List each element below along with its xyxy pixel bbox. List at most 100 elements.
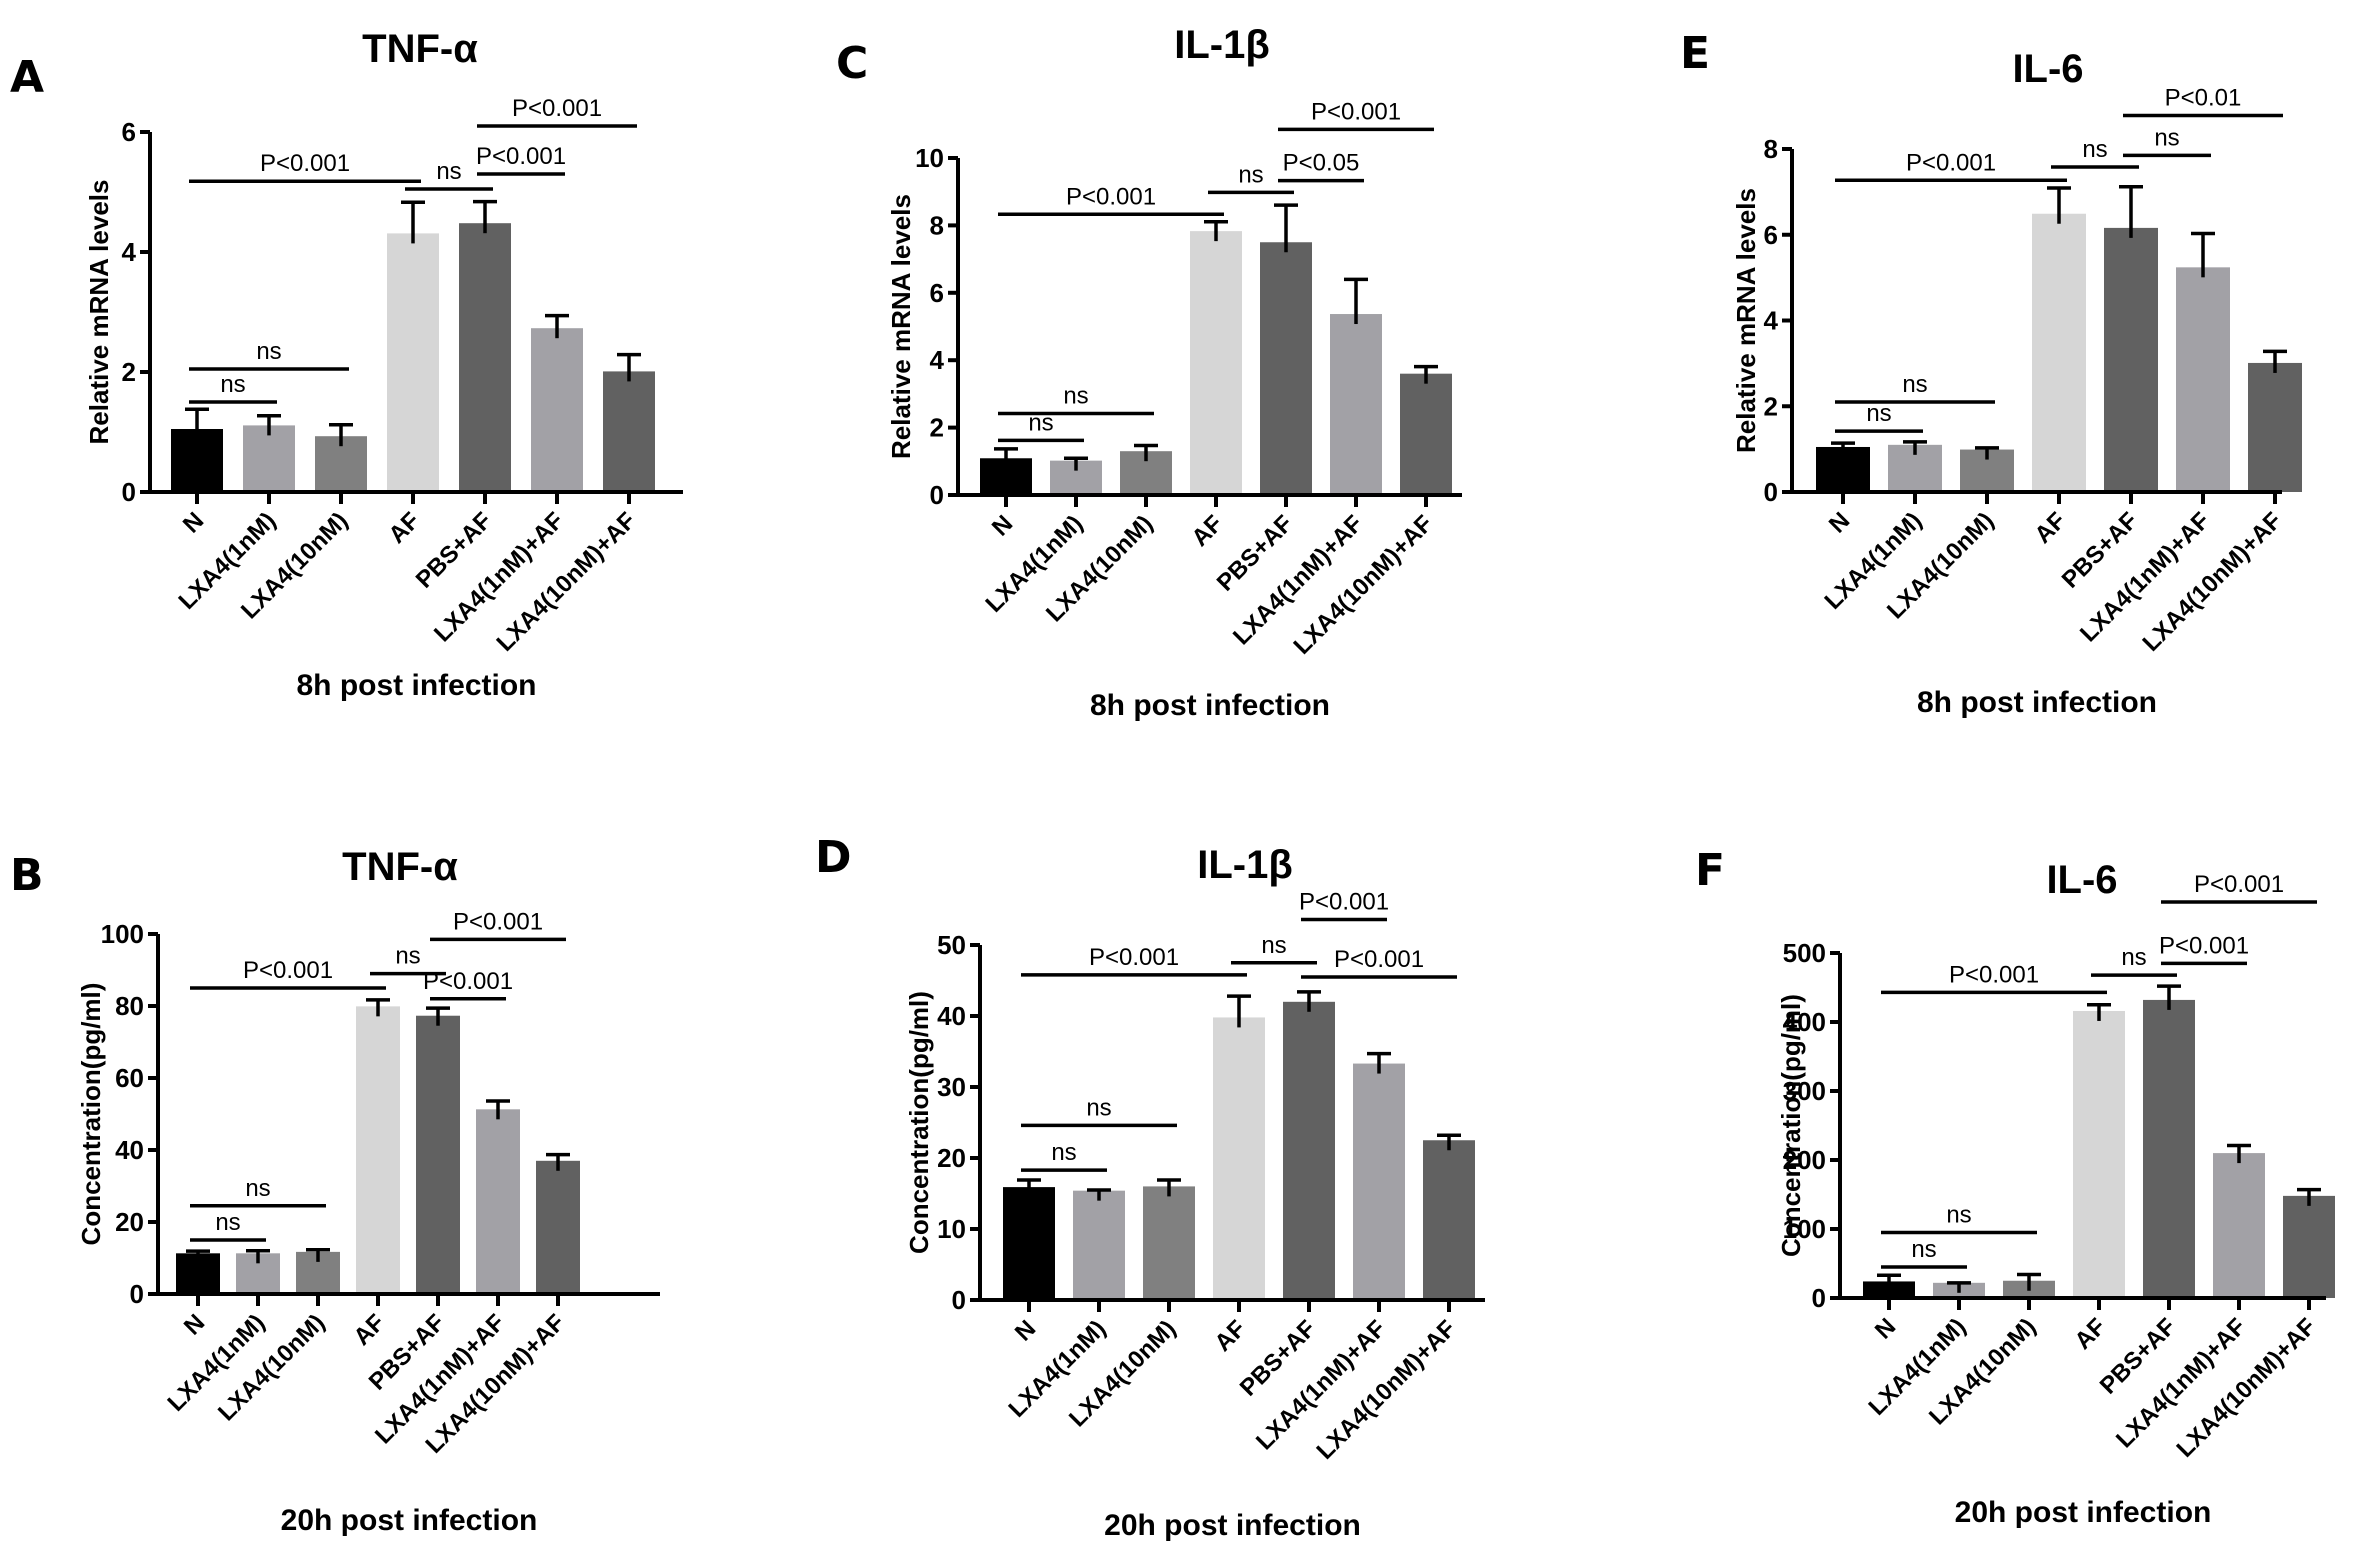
- significance-label: ns: [1238, 161, 1263, 188]
- bar: [1423, 1140, 1475, 1300]
- significance-label: P<0.001: [2159, 932, 2249, 959]
- panel-c: C IL-1β Relative mRNA levels 0 2 4 6 8 10 N LXA4(1…: [836, 23, 1462, 722]
- y-tick-label: 100: [1783, 1214, 1826, 1244]
- x-tick-label: LXA4(1nM)+AF: [2075, 507, 2215, 647]
- bar: [2213, 1153, 2265, 1298]
- significance-label: P<0.001: [453, 908, 543, 935]
- y-tick-label: 6: [122, 117, 136, 147]
- y-tick-label: 20: [937, 1143, 966, 1173]
- y-tick-label: 20: [115, 1207, 144, 1237]
- x-tick-label: LXA4(10nM)+AF: [492, 507, 642, 657]
- y-tick-label: 2: [1764, 391, 1778, 421]
- y-tick-label: 10: [937, 1214, 966, 1244]
- significance-label: P<0.001: [512, 95, 602, 122]
- y-tick-label: 2: [930, 413, 944, 443]
- y-tick-label: 0: [1812, 1283, 1826, 1313]
- y-tick-label: 30: [937, 1072, 966, 1102]
- significance-label: P<0.001: [2194, 871, 2284, 898]
- x-tick-label: LXA4(1nM)+AF: [429, 507, 569, 647]
- bar: [2032, 213, 2086, 492]
- panel-letter: A: [10, 52, 44, 103]
- panel-d: D IL-1β Concentration(pg/ml) 0 10 20 30 40 50 N LX…: [815, 832, 1485, 1542]
- y-tick-label: 0: [930, 480, 944, 510]
- y-tick-label: 400: [1783, 1007, 1826, 1037]
- significance-label: P<0.001: [423, 968, 513, 995]
- y-tick-label: 0: [1764, 477, 1778, 507]
- x-tick-label: N: [1824, 507, 1855, 538]
- y-tick-label: 60: [115, 1063, 144, 1093]
- x-tick-label: AF: [349, 1309, 391, 1351]
- y-tick-label: 300: [1783, 1076, 1826, 1106]
- x-tick-label: AF: [2030, 507, 2072, 549]
- x-tick-label: N: [179, 1309, 210, 1340]
- x-axis-label: 20h post infection: [281, 1504, 538, 1537]
- x-tick-label: LXA4(1nM)+AF: [1228, 510, 1368, 650]
- bar: [387, 233, 439, 492]
- panel-letter: E: [1680, 28, 1710, 79]
- x-axis-label: 8h post infection: [297, 669, 537, 702]
- bar: [2143, 999, 2195, 1298]
- bar: [1190, 231, 1242, 495]
- y-tick-label: 10: [915, 143, 944, 173]
- x-axis-label: 20h post infection: [1104, 1509, 1361, 1542]
- bar: [1330, 314, 1382, 495]
- x-tick-label: AF: [2070, 1313, 2112, 1355]
- bar: [1003, 1187, 1055, 1300]
- bar: [1283, 1001, 1335, 1300]
- bar: [531, 328, 583, 492]
- bar: [1143, 1186, 1195, 1300]
- y-tick-label: 100: [101, 919, 144, 949]
- panel-letter: C: [836, 38, 868, 89]
- bar: [171, 429, 223, 492]
- bar: [1213, 1017, 1265, 1300]
- bar: [476, 1109, 520, 1294]
- x-tick-label: N: [1870, 1313, 1901, 1344]
- y-tick-label: 0: [952, 1285, 966, 1315]
- chart-title: TNF-α: [362, 27, 478, 71]
- x-axis-label: 20h post infection: [1955, 1496, 2212, 1529]
- y-tick-label: 8: [1764, 134, 1778, 164]
- significance-label: P<0.001: [1089, 944, 1179, 971]
- significance-label: ns: [1946, 1201, 1971, 1228]
- significance-label: P<0.001: [1334, 946, 1424, 973]
- x-tick-label: AF: [1210, 1315, 1252, 1357]
- y-tick-label: 6: [1764, 220, 1778, 250]
- significance-label: ns: [215, 1209, 240, 1236]
- y-tick-label: 40: [937, 1001, 966, 1031]
- bar: [1073, 1190, 1125, 1300]
- chart-title: IL-6: [2046, 858, 2117, 902]
- y-tick-label: 8: [930, 210, 944, 240]
- y-tick-label: 2: [122, 357, 136, 387]
- x-tick-label: N: [987, 510, 1018, 541]
- panel-letter: B: [10, 850, 44, 901]
- y-axis-label: Concentration(pg/ml): [76, 983, 106, 1246]
- significance-label: P<0.01: [2165, 85, 2242, 112]
- significance-label: P<0.001: [476, 143, 566, 170]
- significance-label: P<0.001: [243, 957, 333, 984]
- y-tick-label: 500: [1783, 938, 1826, 968]
- y-tick-label: 0: [130, 1279, 144, 1309]
- y-tick-label: 4: [1764, 306, 1779, 336]
- y-tick-label: 40: [115, 1135, 144, 1165]
- chart-title: IL-1β: [1174, 23, 1270, 67]
- bar: [2248, 362, 2302, 492]
- y-tick-label: 50: [937, 930, 966, 960]
- bar: [1400, 373, 1452, 495]
- panel-b: B TNF-αConcentration(pg/ml)020406080100NL…: [10, 845, 660, 1537]
- bar: [1260, 242, 1312, 495]
- y-axis-label: Concentration(pg/ml): [904, 991, 934, 1254]
- significance-label: P<0.001: [1311, 98, 1401, 125]
- panel-f: F IL-6 Concentration(pg/ml)0 100 200 300 400 50…: [1695, 845, 2335, 1529]
- y-axis-label: Relative mRNA levels: [1731, 188, 1761, 453]
- bar: [536, 1160, 580, 1294]
- panel-letter: F: [1695, 845, 1725, 896]
- significance-label: P<0.001: [1949, 961, 2039, 988]
- significance-label: P<0.001: [1906, 149, 1996, 176]
- bar: [416, 1015, 460, 1294]
- significance-label: ns: [1086, 1094, 1111, 1121]
- bar: [459, 223, 511, 492]
- panel-letter: D: [815, 832, 852, 883]
- x-tick-label: N: [1010, 1315, 1041, 1346]
